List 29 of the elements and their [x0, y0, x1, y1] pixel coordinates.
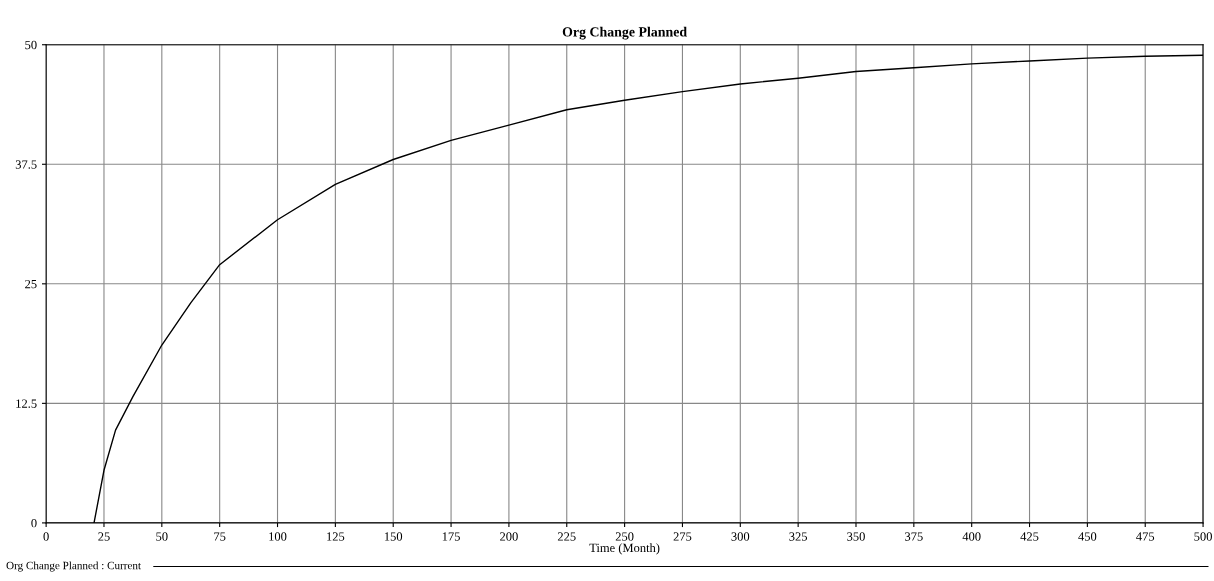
- y-tick-label: 50: [25, 40, 37, 50]
- x-tick-label: 300: [731, 532, 750, 541]
- x-tick-label: 25: [98, 532, 110, 541]
- x-tick-label: 200: [500, 532, 518, 541]
- x-tick-label: 350: [847, 532, 865, 541]
- text: Org Change Planned : Current: [6, 561, 141, 572]
- x-tick-label: 225: [557, 532, 576, 541]
- x-tick-label: 325: [789, 532, 808, 541]
- x-tick-label: 50: [156, 532, 168, 541]
- x-tick-label: 450: [1078, 532, 1097, 541]
- x-tick-label: 250: [615, 532, 634, 541]
- y-tick-label: 37.5: [15, 160, 37, 169]
- x-tick-label: 500: [1194, 532, 1212, 541]
- x-tick-label: 150: [384, 532, 403, 541]
- x-tick-label: 0: [43, 532, 49, 541]
- y-tick-label: 25: [25, 279, 37, 289]
- x-tick-label: 275: [673, 532, 692, 541]
- x-tick-label: 175: [442, 532, 460, 541]
- x-tick-label: 475: [1136, 532, 1155, 541]
- chart-title: Org Change Planned: [562, 26, 687, 40]
- y-tick-label: 0: [31, 518, 37, 528]
- x-axis-title: Time (Month): [589, 543, 660, 555]
- x-tick-label: 375: [905, 532, 923, 541]
- x-tick-label: 125: [327, 532, 345, 541]
- x-tick-label: 75: [214, 532, 226, 541]
- y-tick-label: 12.5: [16, 399, 37, 408]
- x-tick-label: 425: [1020, 532, 1039, 541]
- x-tick-label: 100: [269, 532, 287, 541]
- x-tick-label: 400: [962, 532, 981, 541]
